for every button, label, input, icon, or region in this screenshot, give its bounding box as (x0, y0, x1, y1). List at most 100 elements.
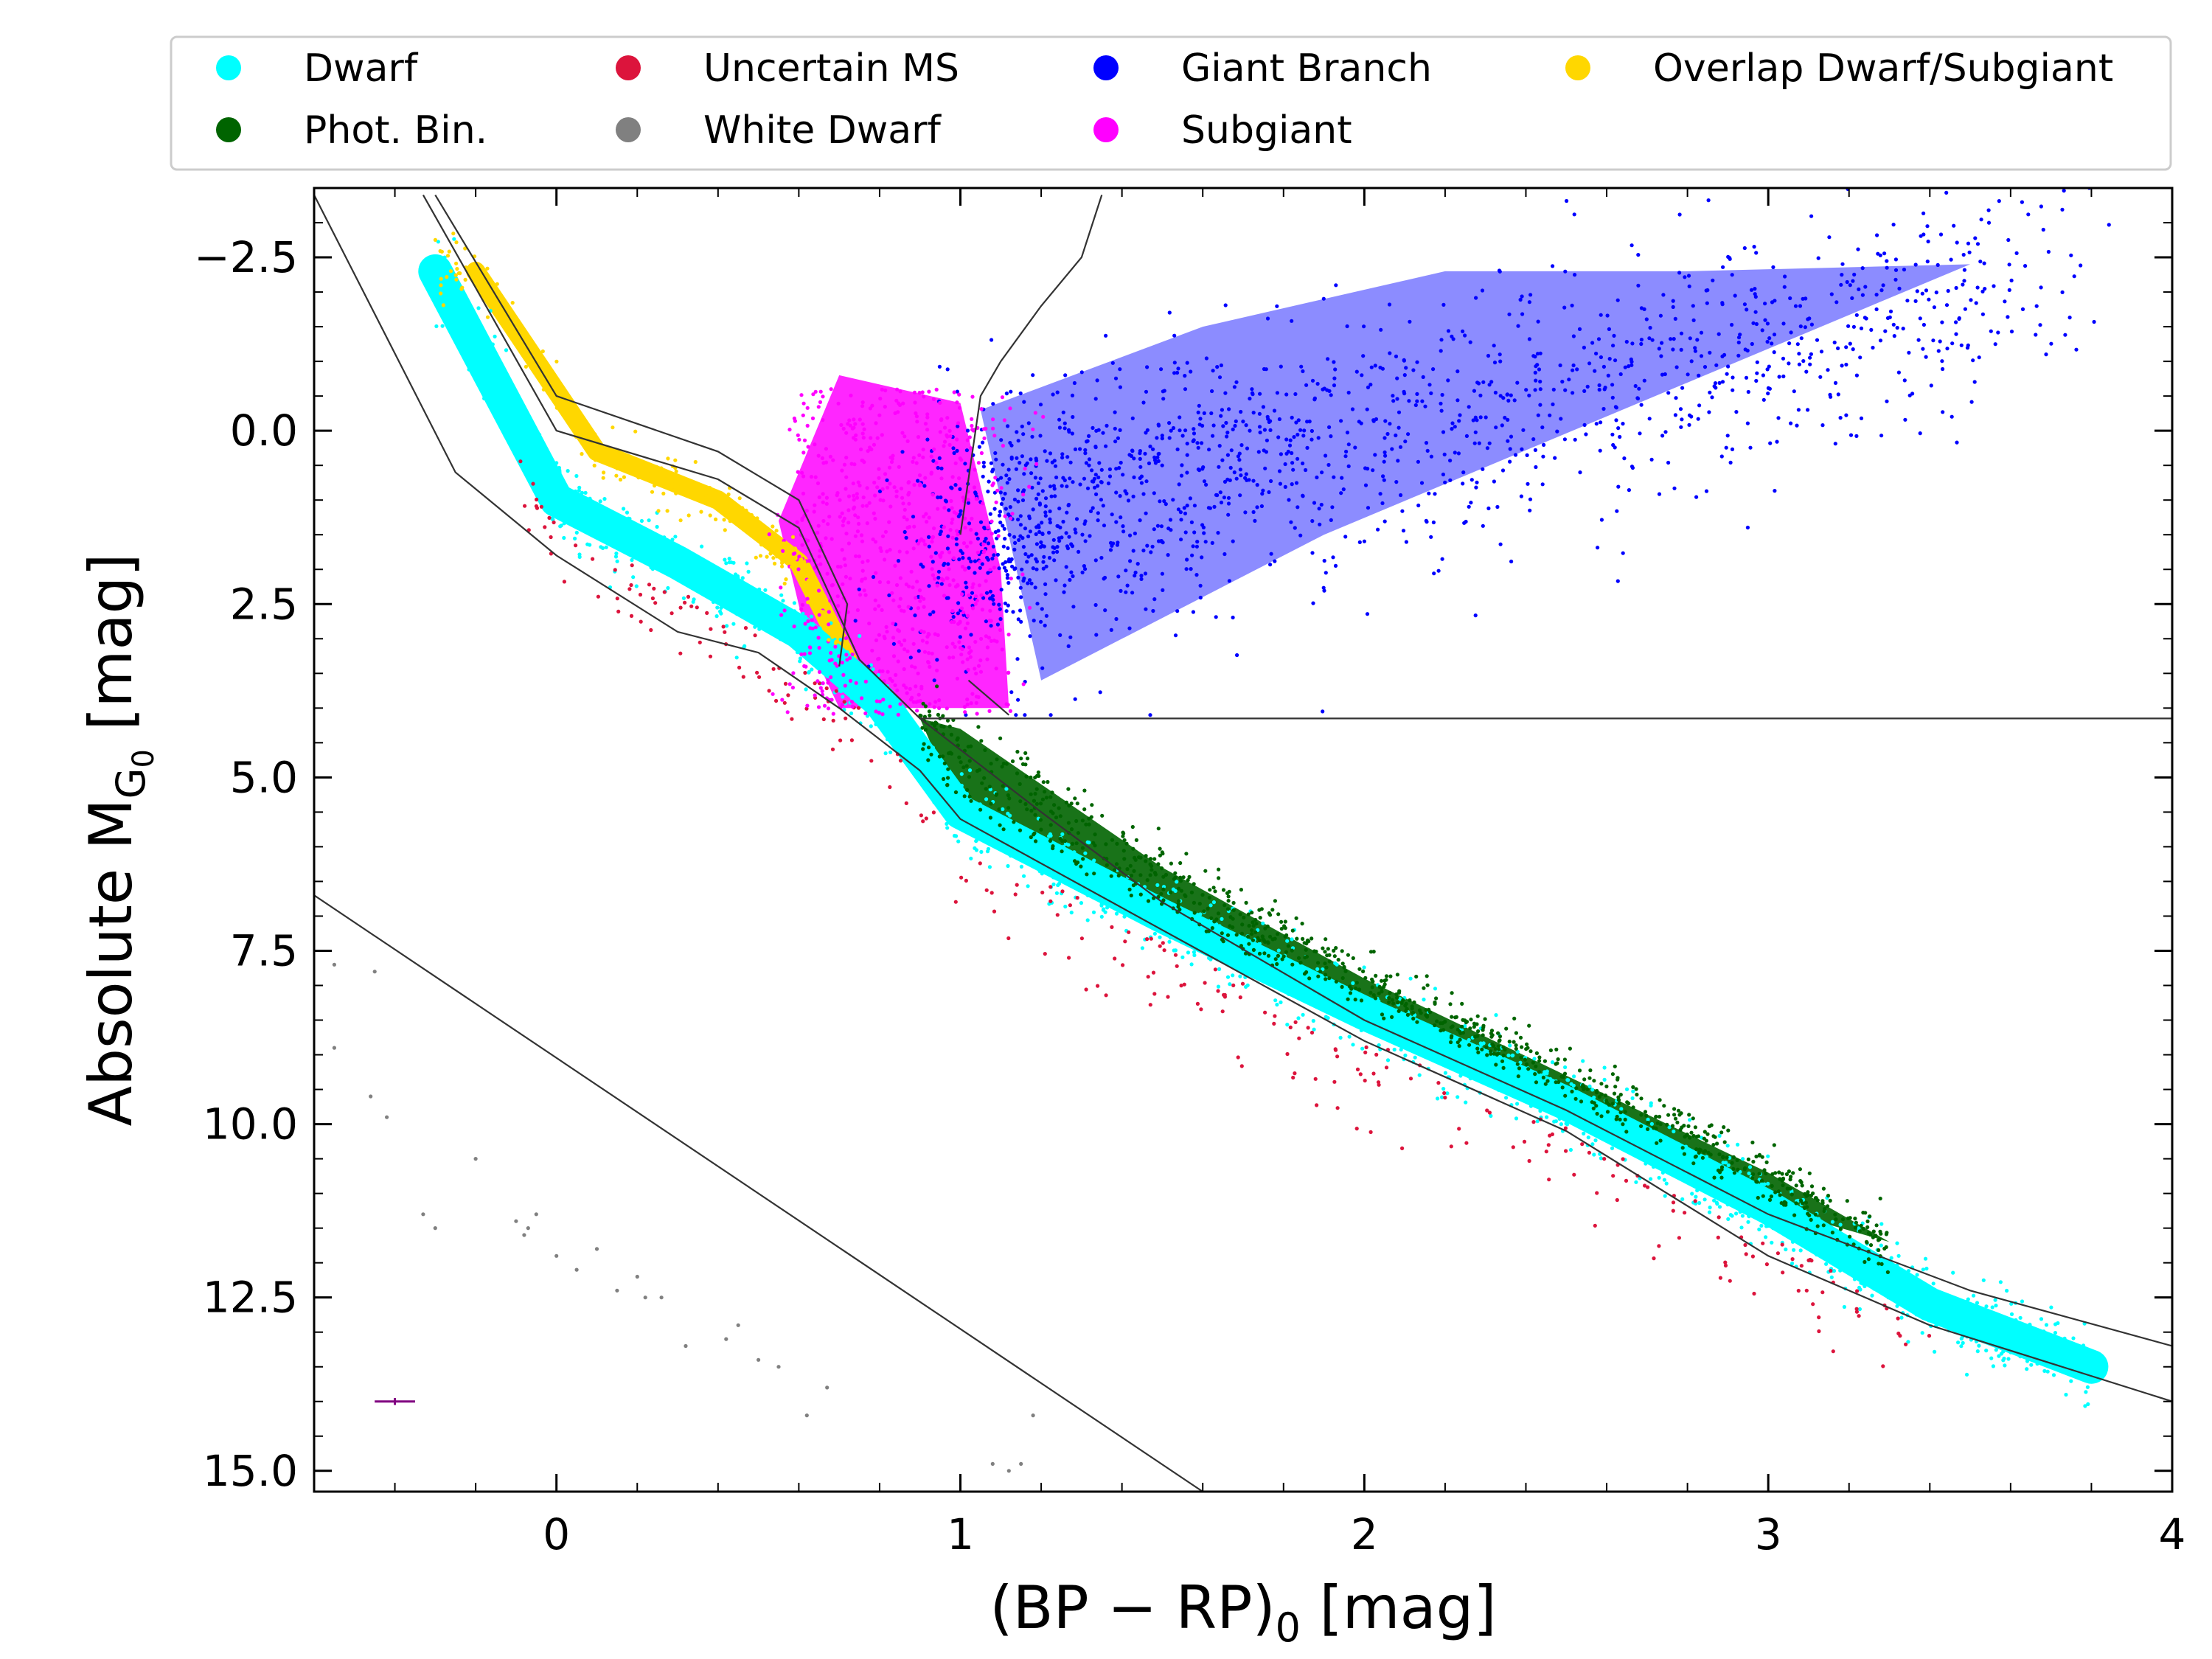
dwarf-point (618, 524, 622, 529)
uncertain-ms-point (596, 594, 601, 599)
phot-bin-point (1387, 995, 1391, 1001)
subgiant-point (956, 421, 961, 425)
dwarf-point (1905, 1273, 1910, 1278)
dwarf-point (1472, 1064, 1476, 1068)
subgiant-point (797, 437, 801, 442)
phot-bin-point (1012, 820, 1016, 824)
giant-branch-point (1004, 568, 1009, 573)
giant-branch-point (1047, 555, 1052, 560)
giant-branch-point (999, 588, 1004, 592)
giant-branch-point (1119, 515, 1123, 520)
subgiant-point (974, 497, 978, 501)
dwarf-point (2044, 1323, 2049, 1327)
phot-bin-point (1076, 860, 1080, 865)
dwarf-point (2020, 1299, 2025, 1304)
giant-branch-point (1183, 530, 1188, 535)
phot-bin-point (1501, 1053, 1506, 1058)
dwarf-point (1859, 1281, 1863, 1285)
giant-branch-point (1607, 327, 1611, 331)
dwarf-point (1481, 1060, 1485, 1065)
subgiant-point (796, 470, 800, 474)
giant-branch-point (1686, 274, 1691, 278)
dwarf-point (1208, 946, 1212, 950)
dwarf-point (580, 490, 585, 495)
dwarf-point (801, 649, 806, 653)
subgiant-point (987, 709, 992, 714)
dwarf-point (1179, 925, 1183, 931)
phot-bin-point (998, 736, 1003, 741)
giant-branch-point (2006, 237, 2011, 243)
subgiant-point (978, 658, 983, 663)
uncertain-ms-point (824, 686, 829, 691)
giant-branch-point (1339, 491, 1343, 495)
phot-bin-point (1604, 1101, 1610, 1105)
phot-bin-point (941, 714, 945, 718)
uncertain-ms-point (1408, 1077, 1413, 1081)
subgiant-point (974, 700, 978, 705)
giant-branch-point (1497, 268, 1502, 273)
giant-branch-point (1014, 713, 1018, 717)
giant-branch-point (1060, 452, 1065, 456)
giant-branch-point (1231, 427, 1235, 432)
dwarf-point (507, 411, 512, 415)
subgiant-point (840, 703, 844, 707)
giant-branch-point (1859, 416, 1864, 421)
dwarf-point (810, 667, 814, 672)
giant-branch-point (1693, 346, 1697, 350)
giant-branch-point (1808, 362, 1812, 366)
phot-bin-point (1726, 1128, 1731, 1133)
subgiant-point (877, 633, 881, 637)
giant-branch-point (1020, 567, 1024, 571)
dwarf-point (734, 655, 739, 660)
giant-branch-point (1145, 543, 1150, 548)
giant-branch-point (1637, 386, 1641, 391)
giant-branch-point (1506, 398, 1511, 403)
phot-bin-point (1018, 782, 1022, 786)
giant-branch-point (1950, 341, 1955, 346)
dwarf-point (2062, 1352, 2067, 1357)
uncertain-ms-point (1055, 913, 1060, 917)
dwarf-point (2044, 1346, 2048, 1350)
giant-branch-point (1674, 365, 1679, 369)
phot-bin-point (979, 739, 984, 743)
uncertain-ms-point (1400, 1146, 1405, 1150)
subgiant-point (816, 524, 821, 528)
phot-bin-point (1178, 860, 1183, 866)
phot-bin-point (989, 762, 993, 766)
dwarf-point (626, 516, 630, 521)
giant-branch-point (1020, 424, 1024, 429)
giant-branch-point (916, 479, 920, 483)
dwarf-point (849, 711, 854, 716)
giant-branch-point (1294, 481, 1299, 485)
subgiant-point (857, 521, 861, 526)
dwarf-point (959, 822, 963, 827)
giant-branch-point (1006, 580, 1011, 585)
uncertain-ms-point (1723, 1260, 1728, 1265)
subgiant-point (902, 647, 907, 652)
giant-branch-point (1138, 451, 1142, 456)
phot-bin-point (1262, 951, 1267, 956)
dwarf-point (849, 675, 853, 679)
dwarf-point (837, 675, 841, 679)
uncertain-ms-point (1580, 1142, 1585, 1147)
giant-branch-point (1506, 439, 1510, 443)
phot-bin-point (1865, 1240, 1869, 1245)
giant-branch-point (2023, 264, 2028, 268)
phot-bin-point (1803, 1192, 1807, 1196)
giant-branch-point (1119, 588, 1123, 594)
giant-branch-point (1770, 300, 1775, 305)
dwarf-point (1099, 902, 1104, 906)
phot-bin-point (1183, 893, 1187, 897)
giant-branch-point (1093, 558, 1098, 563)
giant-branch-point (1008, 441, 1012, 445)
dwarf-point (1006, 850, 1010, 855)
dwarf-point (1931, 1281, 1935, 1286)
giant-branch-point (1421, 375, 1425, 379)
giant-branch-point (1809, 322, 1814, 327)
subgiant-point (929, 454, 933, 459)
giant-branch-point (1765, 367, 1770, 372)
phot-bin-point (1361, 969, 1366, 973)
giant-branch-point (1594, 351, 1599, 356)
phot-bin-point (1730, 1161, 1734, 1165)
uncertain-ms-point (1363, 1050, 1368, 1054)
